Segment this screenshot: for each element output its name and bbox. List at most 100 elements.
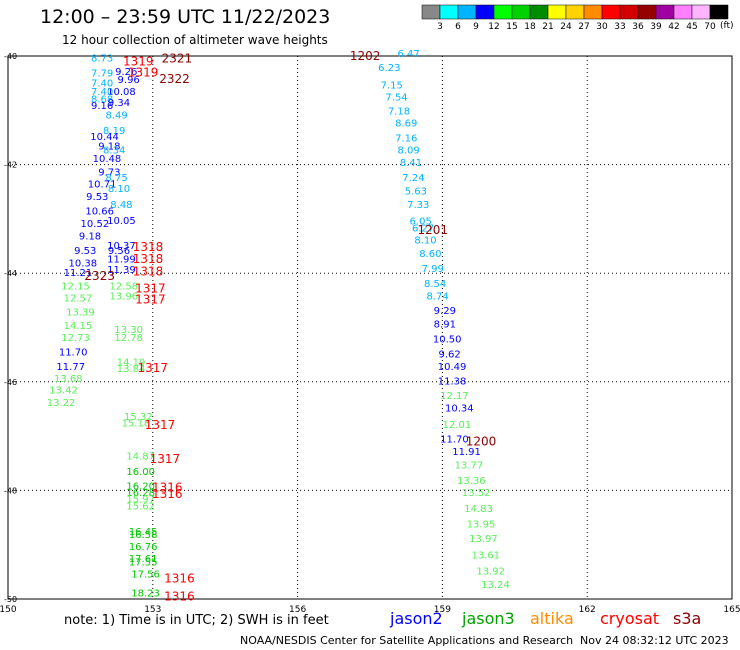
wave-height-point: 7.15: [381, 81, 403, 92]
footnote: note: 1) Time is in UTC; 2) SWH is in fe…: [64, 613, 329, 628]
wave-height-point: 6.27: [412, 223, 434, 234]
y-tick-label: -40: [4, 52, 17, 61]
wave-height-point: 12.78: [114, 333, 143, 344]
wave-height-point: 9.18: [79, 232, 101, 243]
wave-height-point: 7.16: [395, 133, 417, 144]
wave-height-point: 17.55: [129, 557, 158, 568]
color-swatch: [547, 4, 567, 20]
wave-height-point: 12.58: [110, 281, 139, 292]
color-swatch: [691, 4, 711, 20]
wave-height-point: 11.70: [440, 435, 469, 446]
wave-height-point: 15.62: [126, 501, 155, 512]
wave-height-point: 8.49: [105, 110, 127, 121]
color-swatch: [511, 4, 531, 20]
wave-height-point: 10.44: [90, 132, 119, 143]
pass-label: 1201: [417, 223, 448, 237]
wave-height-point: 13.52: [462, 488, 491, 499]
wave-height-point: 16.28: [126, 488, 155, 499]
wave-height-point: 9.53: [74, 246, 96, 257]
wave-height-point: 15.18: [122, 418, 151, 429]
chart-subtitle: 12 hour collection of altimeter wave hei…: [62, 33, 328, 47]
wave-height-point: 13.96: [110, 291, 139, 302]
wave-height-point: 13.39: [66, 308, 95, 319]
wave-height-point: 10.52: [81, 219, 110, 230]
wave-height-point: 12.01: [443, 420, 472, 431]
wave-height-point: 16.45: [129, 527, 158, 538]
wave-height-point: 9.29: [434, 306, 456, 317]
wave-height-point: 13.92: [476, 567, 505, 578]
wave-height-point: 9.56: [108, 246, 130, 257]
wave-height-point: 5.63: [405, 186, 427, 197]
x-tick-label: 150: [0, 605, 17, 615]
y-tick-label: -48: [4, 486, 17, 495]
wave-height-point: 17.56: [131, 569, 160, 580]
wave-height-point: 15.97: [126, 494, 155, 505]
color-scale-label: 18: [524, 22, 536, 32]
pass-label: 1318: [133, 240, 164, 254]
color-scale-label: 15: [506, 22, 517, 32]
y-tick-label: -46: [4, 378, 17, 387]
pass-label: 1318: [133, 265, 164, 279]
y-tick-label: -50: [4, 595, 17, 604]
color-swatch: [583, 4, 603, 20]
legend-s3a: s3a: [673, 609, 702, 628]
wave-height-point: 11.39: [107, 265, 136, 276]
wave-height-point: 8.41: [400, 158, 422, 169]
wave-height-point: 9.73: [98, 167, 120, 178]
wave-height-point: 8.74: [426, 291, 448, 302]
wave-height-point: 13.68: [54, 374, 83, 385]
color-swatch: [655, 4, 675, 20]
color-scale-label: 12: [488, 22, 499, 32]
pass-label: 2321: [162, 52, 193, 66]
wave-height-point: 12.73: [61, 333, 90, 344]
color-scale-label: 9: [473, 22, 479, 32]
color-swatch: [439, 4, 459, 20]
wave-height-point: 8.73: [91, 53, 113, 64]
color-swatch: [601, 4, 621, 20]
color-swatch: [493, 4, 513, 20]
wave-height-point: 10.48: [93, 154, 122, 165]
chart-title: 12:00 – 23:59 UTC 11/22/2023: [40, 6, 331, 28]
wave-height-point: 10.08: [107, 87, 136, 98]
wave-height-point: 8.19: [103, 126, 125, 137]
wave-height-point: 13.22: [47, 398, 76, 409]
legend-jason3: jason3: [462, 609, 515, 628]
wave-height-point: 9.18: [98, 141, 120, 152]
wave-height-point: 13.97: [469, 534, 498, 545]
wave-height-point: 13.36: [457, 476, 486, 487]
legend-jason2: jason2: [390, 609, 443, 628]
wave-height-point: 8.54: [424, 279, 446, 290]
wave-height-point: 7.33: [407, 200, 429, 211]
wave-height-point: 16.76: [129, 542, 158, 553]
wave-height-point: 10.71: [88, 179, 117, 190]
wave-height-point: 9.62: [439, 349, 461, 360]
pass-label: 1316: [164, 589, 195, 603]
pass-label: 1319: [123, 54, 154, 68]
x-tick-label: 156: [289, 605, 306, 615]
pass-label: 1317: [138, 361, 169, 375]
color-scale-label: 33: [614, 22, 625, 32]
x-tick-label: 153: [144, 605, 161, 615]
wave-height-point: 7.18: [388, 107, 410, 118]
wave-height-point: 11.91: [452, 447, 481, 458]
pass-label: 1318: [133, 252, 164, 266]
y-tick-label: -42: [4, 161, 17, 170]
wave-height-point: 8.75: [105, 173, 127, 184]
wave-height-point: 10.50: [433, 335, 462, 346]
wave-height-point: 8.09: [397, 146, 419, 157]
wave-height-point: 17.61: [129, 554, 158, 565]
pass-label: 1316: [152, 481, 183, 495]
pass-label: 1316: [164, 571, 195, 585]
wave-height-point: 11.38: [438, 377, 467, 388]
pass-label: 1317: [135, 281, 166, 295]
color-swatch: [529, 4, 549, 20]
wave-height-point: 16.20: [126, 481, 155, 492]
wave-height-point: 14.83: [464, 504, 493, 515]
pass-label: 1202: [350, 49, 381, 63]
wave-height-point: 16.58: [129, 530, 158, 541]
wave-height-point: 10.66: [85, 207, 114, 218]
wave-height-point: 12.57: [64, 293, 93, 304]
wave-height-point: 8.60: [419, 249, 441, 260]
wave-height-point: 10.34: [445, 404, 474, 415]
wave-height-point: 11.99: [107, 254, 136, 265]
